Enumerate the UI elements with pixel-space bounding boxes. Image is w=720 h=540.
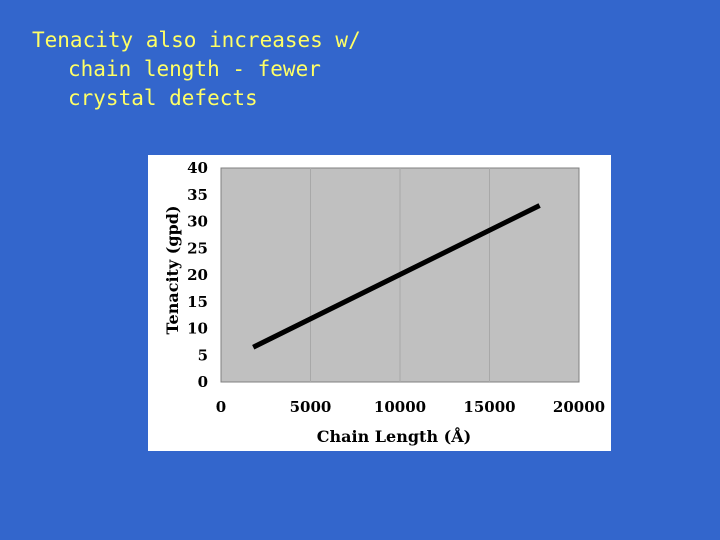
title-line-3: crystal defects bbox=[68, 86, 258, 110]
y-tick-label: 35 bbox=[187, 186, 208, 204]
x-tick-label: 10000 bbox=[374, 398, 426, 416]
y-tick-label: 30 bbox=[187, 213, 208, 231]
x-axis-ticks: 0 5000 10000 15000 20000 bbox=[216, 398, 605, 416]
title-line-1: Tenacity also increases w/ bbox=[32, 28, 361, 52]
x-tick-label: 5000 bbox=[290, 398, 332, 416]
y-tick-label: 5 bbox=[198, 346, 208, 364]
series-line bbox=[252, 203, 541, 350]
x-tick-label: 0 bbox=[216, 398, 226, 416]
y-axis-label: Tenacity (gpd) bbox=[163, 205, 182, 334]
title-line-2: chain length - fewer bbox=[68, 57, 321, 81]
y-tick-label: 20 bbox=[187, 266, 208, 284]
y-tick-label: 15 bbox=[187, 293, 208, 311]
y-tick-label: 10 bbox=[187, 320, 208, 338]
y-tick-label: 25 bbox=[187, 239, 208, 257]
x-axis-label: Chain Length (Å) bbox=[317, 425, 471, 446]
slide-title: Tenacity also increases w/ chain length … bbox=[32, 26, 361, 113]
y-tick-label: 40 bbox=[187, 159, 208, 177]
y-tick-label: 0 bbox=[198, 373, 208, 391]
y-axis-ticks: 0 5 10 15 20 25 30 35 40 bbox=[187, 159, 208, 391]
x-tick-label: 20000 bbox=[553, 398, 605, 416]
x-tick-label: 15000 bbox=[463, 398, 515, 416]
